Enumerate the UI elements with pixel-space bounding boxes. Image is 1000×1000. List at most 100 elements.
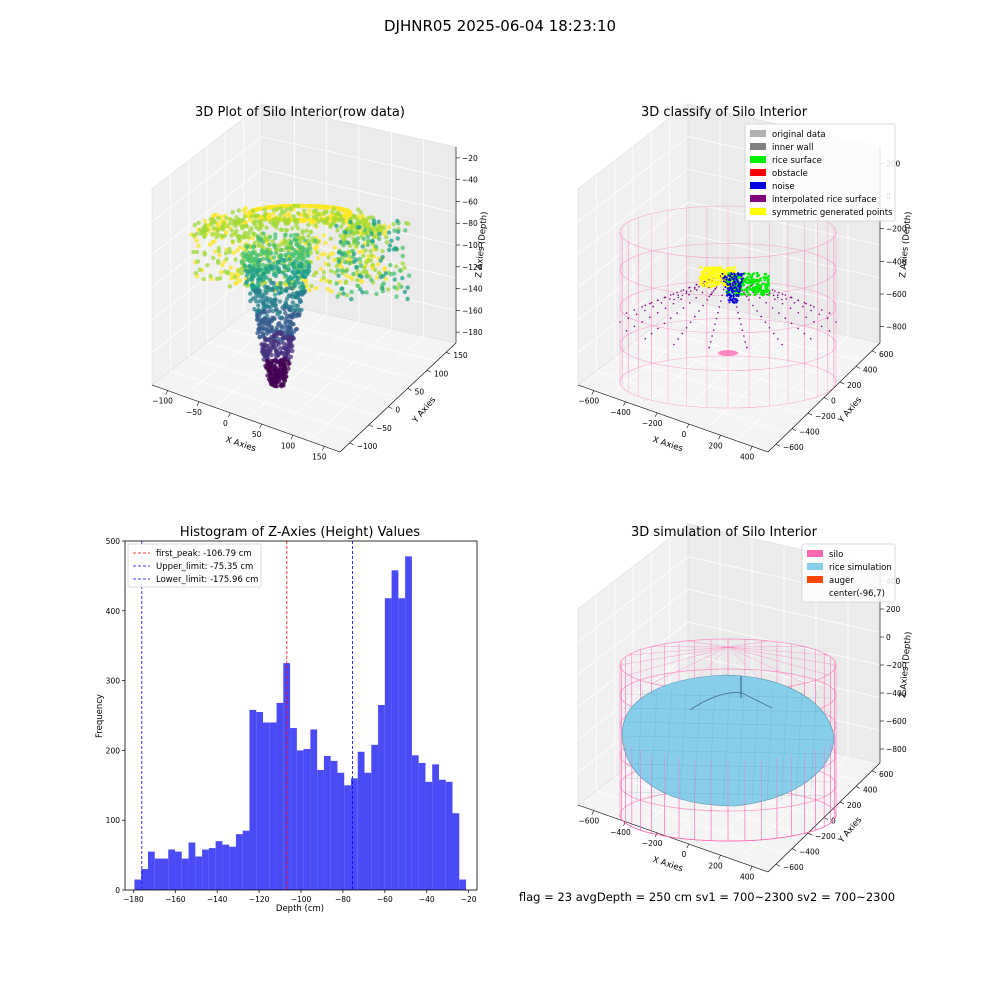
data-point xyxy=(233,257,238,262)
interpolated-point xyxy=(748,299,750,301)
symmetric-point xyxy=(706,277,709,280)
data-point xyxy=(250,256,255,261)
data-point xyxy=(218,270,224,275)
data-point xyxy=(201,277,206,282)
noise-point xyxy=(724,281,727,284)
data-point xyxy=(373,244,379,249)
noise-point xyxy=(727,274,730,277)
x-tick-mark xyxy=(654,832,658,838)
data-point xyxy=(300,230,305,235)
data-point xyxy=(399,284,404,289)
data-point xyxy=(269,280,274,286)
data-point xyxy=(381,225,387,230)
silo-roof-wire xyxy=(727,646,828,676)
data-point xyxy=(258,311,263,316)
data-point xyxy=(391,222,396,227)
data-point xyxy=(307,264,312,270)
data-point xyxy=(325,287,330,292)
interpolated-point xyxy=(712,290,715,292)
interpolated-point xyxy=(677,296,679,299)
data-point xyxy=(377,231,382,237)
data-point xyxy=(387,247,392,253)
data-point xyxy=(207,242,213,247)
noise-point xyxy=(733,275,736,278)
data-point xyxy=(280,241,285,246)
y-axis-label: Y Axies xyxy=(836,815,864,846)
symmetric-point xyxy=(707,282,710,285)
y-tick-label: 0 xyxy=(395,406,400,415)
data-point xyxy=(295,303,301,309)
rice-mesh-line xyxy=(679,689,687,801)
noise-point xyxy=(740,280,743,283)
data-point xyxy=(288,285,293,290)
data-point xyxy=(318,266,324,272)
data-point xyxy=(264,256,269,261)
interpolated-point xyxy=(805,302,807,305)
data-point xyxy=(321,219,327,225)
silo-roof-wire xyxy=(727,640,770,648)
histogram-bar xyxy=(256,712,264,890)
data-point xyxy=(212,239,217,244)
histogram-bar xyxy=(303,749,311,890)
y-tick-label: 600 xyxy=(879,350,894,359)
data-point xyxy=(351,271,356,277)
histogram-bar xyxy=(357,751,365,890)
data-point xyxy=(220,262,225,268)
data-point xyxy=(298,261,304,266)
legend-label: obstacle xyxy=(772,169,808,179)
data-point xyxy=(270,308,276,314)
data-point xyxy=(266,368,271,373)
data-point xyxy=(402,289,408,295)
data-point xyxy=(255,313,260,318)
data-point xyxy=(232,274,238,280)
auger-spot xyxy=(718,350,738,356)
noise-point xyxy=(732,297,735,300)
rice-surface-point xyxy=(765,288,769,292)
data-point xyxy=(286,366,291,371)
interpolated-point xyxy=(818,313,821,316)
grid-line xyxy=(577,556,689,642)
data-point xyxy=(248,291,253,296)
data-point xyxy=(316,219,321,224)
symmetric-point xyxy=(699,266,702,269)
data-point xyxy=(296,244,301,249)
interpolated-point xyxy=(669,317,672,320)
data-point xyxy=(373,267,378,272)
data-point xyxy=(323,240,328,246)
data-point xyxy=(340,221,346,226)
z-tick-label: −600 xyxy=(886,717,907,726)
data-point xyxy=(400,245,405,250)
data-point xyxy=(192,222,197,228)
x-tick-mark xyxy=(623,401,626,406)
data-point xyxy=(388,262,393,268)
data-point xyxy=(257,288,262,293)
interpolated-point xyxy=(759,296,761,299)
legend-label: inner wall xyxy=(772,143,813,153)
rice-surface-point xyxy=(742,292,745,296)
data-point xyxy=(283,253,288,258)
noise-point xyxy=(734,281,736,284)
data-point xyxy=(251,263,256,268)
data-point xyxy=(261,326,266,332)
data-point xyxy=(386,287,391,292)
data-point xyxy=(284,228,289,233)
rice-simulation-surface xyxy=(621,674,835,807)
data-point xyxy=(263,211,268,216)
data-point xyxy=(404,221,409,226)
z-tick-label: 200 xyxy=(886,605,901,614)
x-tick-label: −120 xyxy=(249,895,270,904)
data-point xyxy=(218,276,223,281)
interpolated-point xyxy=(689,302,691,304)
symmetric-point xyxy=(722,283,725,287)
data-point xyxy=(403,228,408,233)
data-point xyxy=(224,256,229,262)
x-tick-label: −180 xyxy=(123,895,144,904)
data-point xyxy=(261,309,266,314)
data-point xyxy=(267,259,272,264)
y-tick-label: −600 xyxy=(783,443,804,452)
interpolated-point xyxy=(803,332,806,335)
legend-swatch xyxy=(807,563,823,570)
data-point xyxy=(273,373,278,378)
data-point xyxy=(388,272,394,277)
data-point xyxy=(348,229,353,235)
